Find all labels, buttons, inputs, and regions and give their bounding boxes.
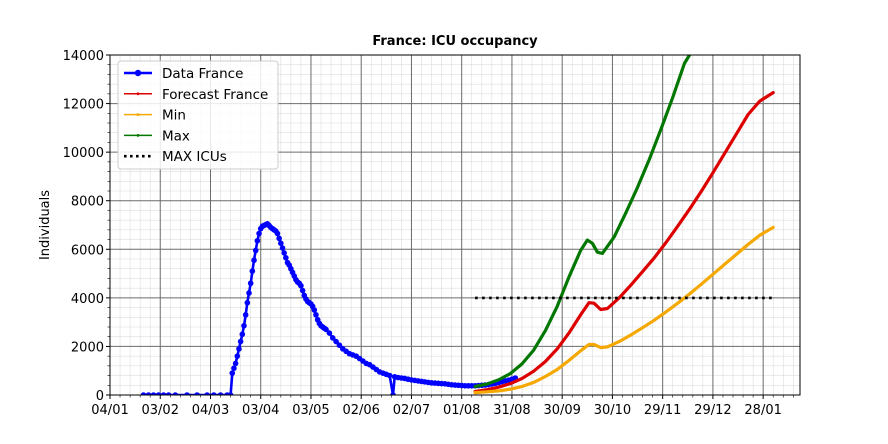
data-france-point: [217, 392, 224, 395]
x-tick-label: 01/08: [443, 403, 480, 418]
data-france-point: [160, 392, 167, 395]
data-france-point: [140, 392, 147, 395]
y-tick-label: 0: [96, 389, 104, 404]
data-france-point: [227, 392, 234, 395]
x-tick-label: 29/12: [694, 403, 731, 418]
x-tick-label: 03/02: [142, 403, 179, 418]
min-line: [473, 225, 775, 395]
data-france-point: [278, 240, 284, 247]
x-tick-label: 03/04: [242, 403, 279, 418]
data-france-point: [172, 392, 179, 395]
data-france-point: [256, 230, 262, 237]
data-france-point: [165, 392, 172, 395]
legend-marker-min: [136, 113, 140, 116]
data-france-point: [326, 330, 333, 336]
data-france-point: [242, 312, 249, 318]
data-france-point: [386, 372, 393, 379]
data-france-point: [241, 322, 247, 329]
data-france-point: [311, 307, 318, 313]
y-tick-label: 10000: [63, 146, 104, 161]
data-france-point: [145, 392, 152, 395]
data-france-point: [390, 392, 396, 395]
x-tick-label: 29/11: [644, 403, 681, 418]
data-france-point: [299, 287, 306, 294]
data-france-point: [184, 392, 190, 395]
data-france-point: [244, 299, 251, 306]
axes-layer: 04/01 03/02 04/03 03/04 03/05 02/06 02/07 01/08…: [63, 49, 794, 418]
data-france-point: [276, 235, 282, 242]
data-france-point: [298, 282, 304, 289]
legend-marker-max: [136, 134, 140, 137]
plot-frame: [109, 54, 801, 396]
legend-marker-data-france: [134, 69, 142, 77]
legend-label-min: Min: [162, 108, 186, 124]
legend-label-forecast-france: Forecast France: [162, 87, 268, 103]
y-tick-label: 4000: [71, 292, 104, 307]
x-tick-label: 30/09: [543, 403, 580, 418]
legend-label-data-france: Data France: [162, 66, 243, 82]
x-tick-label: 04/03: [192, 403, 229, 418]
data-france-point: [249, 268, 256, 274]
data-france-point: [194, 392, 200, 395]
data-france-point: [231, 365, 237, 372]
data-france-point: [274, 230, 281, 237]
x-tick-label: 03/05: [292, 403, 329, 418]
legend-label-max: Max: [162, 128, 190, 144]
legend: Data France Forecast France Min Max MAX ICUs: [117, 60, 279, 170]
data-france-point: [336, 342, 343, 349]
data-france-point: [313, 312, 319, 318]
x-tick-label: 04/01: [91, 403, 128, 418]
data-france-point: [150, 392, 157, 395]
max-line: [473, 55, 692, 389]
x-tick-label: 28/01: [744, 403, 781, 418]
legend-box: [117, 60, 279, 170]
y-tick-label: 12000: [63, 98, 104, 113]
data-france-point: [254, 237, 261, 244]
x-tick-label: 02/07: [393, 403, 430, 418]
data-france-point: [251, 257, 257, 264]
data-france-point: [211, 392, 217, 395]
data-france-point: [232, 360, 239, 367]
data-france-point: [236, 346, 242, 352]
data-france-point: [283, 254, 289, 261]
data-france-point: [329, 335, 336, 341]
y-tick-label: 6000: [71, 243, 104, 258]
data-france-point: [234, 353, 241, 359]
data-france-point: [204, 392, 210, 395]
legend-marker-forecast-france: [136, 92, 140, 96]
data-france-point: [281, 250, 287, 256]
y-tick-label: 14000: [63, 49, 104, 64]
data-france-point: [229, 370, 236, 376]
data-france-point: [246, 290, 252, 296]
y-tick-label: 2000: [71, 340, 104, 355]
data-france-point: [333, 338, 339, 345]
data-france-point: [252, 247, 259, 254]
x-tick-label: 31/08: [493, 403, 530, 418]
chart-title: France: ICU occupancy: [372, 34, 538, 49]
data-france-point: [155, 392, 162, 395]
data-france-point: [279, 245, 286, 251]
data-france-point: [247, 280, 254, 287]
series-layer: [140, 55, 775, 395]
forecast-france-line: [473, 91, 775, 393]
data-france-point: [237, 338, 244, 345]
data-france-point: [239, 331, 246, 338]
y-tick-label: 8000: [71, 195, 104, 210]
legend-label-max-icus: MAX ICUs: [162, 149, 227, 165]
y-axis-label: Individuals: [38, 190, 53, 260]
x-tick-label: 30/10: [594, 403, 631, 418]
data-france-point: [323, 326, 329, 333]
x-tick-label: 02/06: [342, 403, 379, 418]
